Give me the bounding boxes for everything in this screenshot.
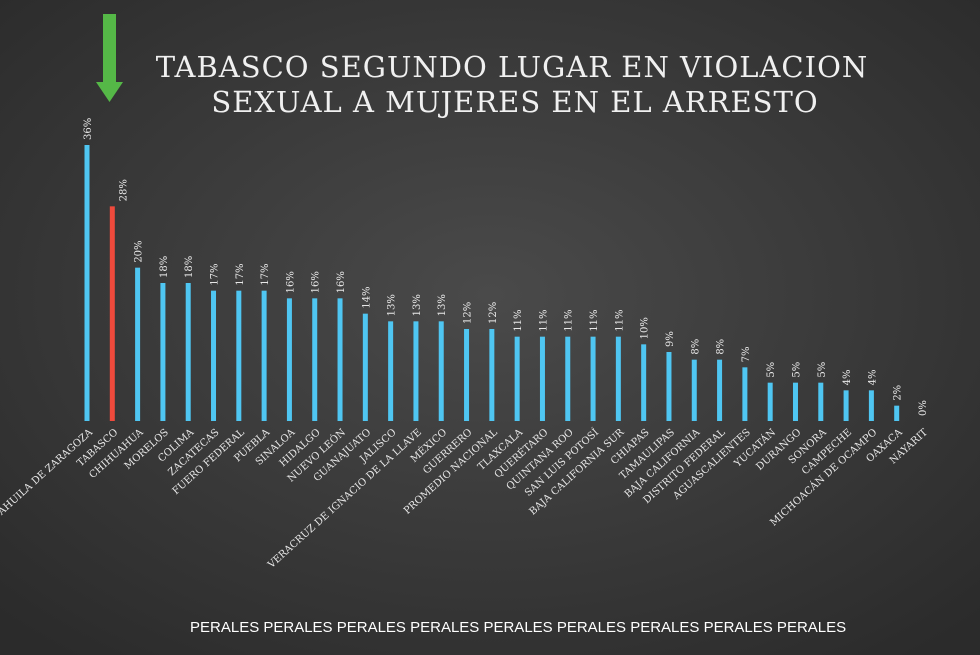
bar [185, 283, 191, 421]
bar [717, 359, 723, 421]
value-label: 20% [134, 240, 145, 262]
value-label: 16% [285, 271, 296, 293]
bar [109, 206, 115, 421]
value-label: 11% [538, 309, 549, 331]
value-label: 4% [867, 369, 878, 385]
bar [135, 267, 141, 421]
value-label: 5% [791, 362, 802, 378]
bar [767, 382, 773, 421]
value-label: 11% [614, 309, 625, 331]
value-label: 5% [766, 362, 777, 378]
value-label: 11% [513, 309, 524, 331]
bar [438, 321, 444, 421]
bar [565, 336, 571, 421]
bar [843, 390, 849, 421]
bar [413, 321, 419, 421]
bar [539, 336, 545, 421]
value-label: 8% [690, 339, 701, 355]
bar [312, 298, 318, 421]
value-label: 8% [716, 339, 727, 355]
value-label: 4% [842, 369, 853, 385]
value-label: 18% [184, 256, 195, 278]
bar [590, 336, 596, 421]
value-label: 11% [589, 309, 600, 331]
value-label: 0% [918, 400, 929, 416]
bar [362, 313, 368, 421]
value-label: 2% [893, 385, 904, 401]
value-label: 16% [336, 271, 347, 293]
value-label: 12% [488, 302, 499, 324]
bar [337, 298, 343, 421]
arrow [96, 14, 123, 102]
value-label: 36% [83, 118, 94, 140]
bar [160, 283, 166, 421]
value-label: 17% [260, 263, 271, 285]
bar [261, 290, 267, 421]
bar [388, 321, 394, 421]
value-label: 17% [235, 263, 246, 285]
value-label: 14% [361, 286, 372, 308]
value-label: 16% [311, 271, 322, 293]
bar [691, 359, 697, 421]
value-label: 13% [387, 294, 398, 316]
chart-title: SEXUAL A MUJERES EN EL ARRESTO [211, 85, 818, 119]
value-label: 9% [665, 331, 676, 347]
bar [286, 298, 292, 421]
value-label: 17% [210, 263, 221, 285]
bar [514, 336, 520, 421]
bar [894, 405, 900, 421]
bar [236, 290, 242, 421]
watermark: PERALES PERALES PERALES PERALES PERALES … [190, 619, 846, 636]
value-label: 7% [741, 346, 752, 362]
value-label: 5% [817, 362, 828, 378]
bar [868, 390, 874, 421]
bar [742, 367, 748, 421]
value-label: 13% [437, 294, 448, 316]
bar [464, 329, 470, 421]
bar [615, 336, 621, 421]
bar [489, 329, 495, 421]
chart-title: TABASCO SEGUNDO LUGAR EN VIOLACION [156, 50, 868, 84]
bar [818, 382, 824, 421]
value-label: 10% [640, 317, 651, 339]
bar [211, 290, 217, 421]
value-label: 11% [564, 309, 575, 331]
value-label: 12% [463, 302, 474, 324]
bar [84, 145, 90, 421]
value-label: 13% [412, 294, 423, 316]
value-label: 18% [159, 256, 170, 278]
bar [666, 352, 672, 421]
bar [792, 382, 798, 421]
bar [641, 344, 647, 421]
value-label: 28% [118, 179, 129, 201]
